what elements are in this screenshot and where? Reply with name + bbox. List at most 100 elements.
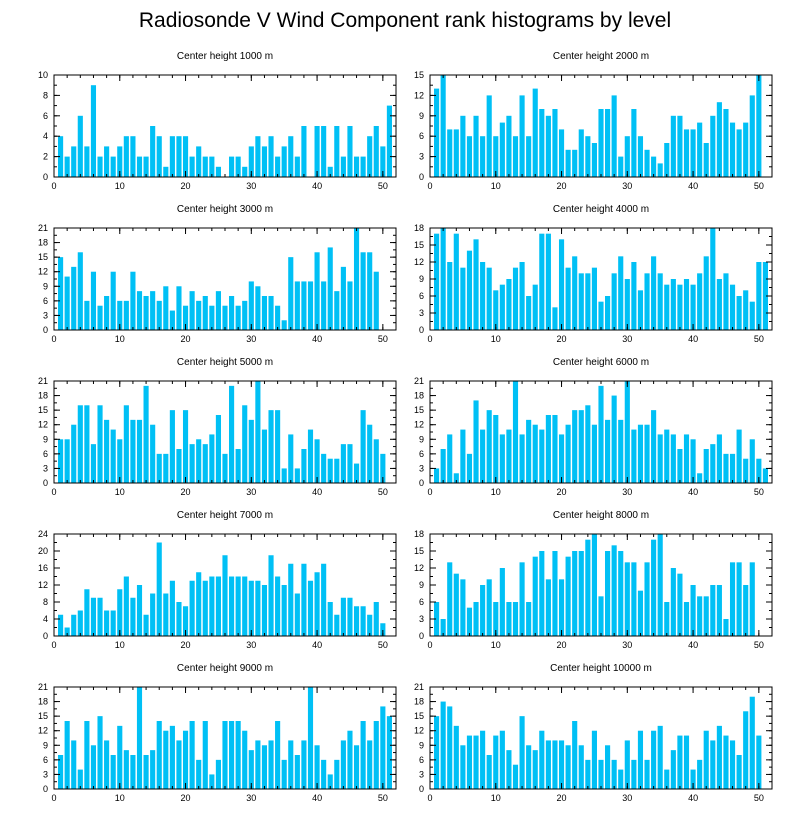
y-tick-label: 12 — [414, 563, 424, 573]
histogram-bar — [624, 136, 630, 177]
x-tick-label: 10 — [491, 640, 501, 650]
histogram-bar — [321, 453, 327, 483]
y-tick-label: 15 — [414, 70, 424, 80]
histogram-bar — [743, 585, 749, 636]
histogram-bar — [314, 572, 320, 636]
histogram-bar — [756, 262, 762, 330]
histogram-bar — [539, 233, 545, 330]
histogram-bar — [156, 721, 162, 789]
histogram-bar — [110, 429, 116, 483]
x-tick-label: 10 — [491, 181, 501, 191]
histogram-bar — [729, 562, 736, 636]
histogram-bar — [440, 75, 446, 177]
histogram-bar — [526, 419, 532, 483]
histogram-bar — [670, 115, 676, 177]
histogram-bar — [664, 602, 670, 636]
histogram-bar — [605, 296, 611, 330]
histogram-bar — [143, 385, 149, 483]
histogram-bar — [255, 580, 261, 636]
y-tick-label: 12 — [414, 257, 424, 267]
histogram-bar — [163, 453, 169, 483]
histogram-bar — [104, 146, 110, 177]
histogram-bar — [150, 424, 156, 483]
histogram-bar — [229, 296, 235, 330]
x-tick-label: 10 — [491, 334, 501, 344]
histogram-bar — [710, 740, 716, 789]
histogram-bar — [123, 136, 129, 177]
histogram-bar — [261, 296, 268, 330]
histogram-bar — [664, 429, 670, 483]
histogram-bar — [572, 551, 578, 636]
histogram-bar — [519, 434, 525, 483]
histogram-bar — [434, 88, 440, 177]
histogram-bar — [591, 730, 597, 789]
histogram-bar — [736, 129, 742, 177]
histogram-bar — [677, 449, 683, 483]
histogram-bar — [268, 410, 274, 483]
histogram-bar — [182, 730, 189, 789]
histogram-bar — [301, 281, 307, 330]
histogram-bar — [229, 576, 235, 636]
histogram-bar — [189, 444, 195, 483]
histogram-bar — [123, 576, 129, 636]
histogram-bar — [150, 291, 156, 330]
histogram-bar — [90, 85, 97, 177]
histogram-bar — [288, 257, 294, 330]
histogram-bar — [360, 156, 366, 177]
histogram-bar — [117, 300, 123, 330]
histogram-bar — [294, 281, 300, 330]
histogram-bar — [281, 468, 287, 483]
histogram-bar — [572, 256, 578, 330]
histogram-bar — [58, 755, 64, 789]
histogram-bar — [347, 444, 353, 483]
histogram-bar — [84, 589, 90, 636]
x-tick-label: 50 — [754, 181, 764, 191]
panel-title: Center height 2000 m — [553, 51, 649, 62]
histogram-bar — [117, 589, 123, 636]
histogram-bar — [380, 706, 386, 789]
histogram-bar — [169, 410, 175, 483]
histogram-bar — [215, 415, 221, 483]
histogram-bar — [519, 562, 525, 636]
histogram-bar — [373, 602, 379, 636]
histogram-bar — [651, 539, 657, 636]
x-tick-label: 20 — [557, 181, 567, 191]
panel-title: Center height 5000 m — [177, 357, 273, 368]
histogram-bar — [440, 228, 446, 330]
histogram-bar — [209, 576, 215, 636]
histogram-bar — [156, 542, 162, 636]
histogram-bar — [380, 453, 386, 483]
y-tick-label: 8 — [43, 90, 48, 100]
histogram-bar — [762, 262, 768, 330]
histogram-bar — [353, 228, 360, 330]
histogram-bar — [657, 434, 663, 483]
y-tick-label: 0 — [43, 784, 48, 794]
y-tick-label: 6 — [419, 597, 424, 607]
x-tick-label: 40 — [312, 793, 322, 803]
histogram-bar — [552, 551, 558, 636]
histogram-bar — [440, 701, 446, 789]
histogram-bar — [506, 750, 512, 789]
histogram-bar — [670, 750, 676, 789]
histogram-bar — [275, 721, 281, 789]
histogram-bar — [532, 750, 538, 789]
histogram-bar — [512, 602, 519, 636]
histogram-bar — [367, 614, 373, 636]
y-tick-label: 3 — [419, 463, 424, 473]
histogram-bar — [321, 281, 327, 330]
y-tick-label: 12 — [414, 726, 424, 736]
histogram-bar — [77, 405, 83, 483]
histogram-bar — [519, 262, 525, 330]
y-tick-label: 6 — [419, 291, 424, 301]
y-tick-label: 18 — [414, 223, 424, 233]
histogram-bar — [703, 596, 709, 636]
histogram-bar — [729, 740, 736, 789]
histogram-bar — [334, 291, 340, 330]
histogram-bar — [710, 115, 716, 177]
histogram-bar — [690, 129, 696, 177]
histogram-bar — [340, 444, 346, 483]
x-tick-label: 50 — [754, 793, 764, 803]
histogram-bar — [97, 405, 103, 483]
histogram-bar — [618, 156, 624, 177]
y-tick-label: 18 — [38, 697, 48, 707]
